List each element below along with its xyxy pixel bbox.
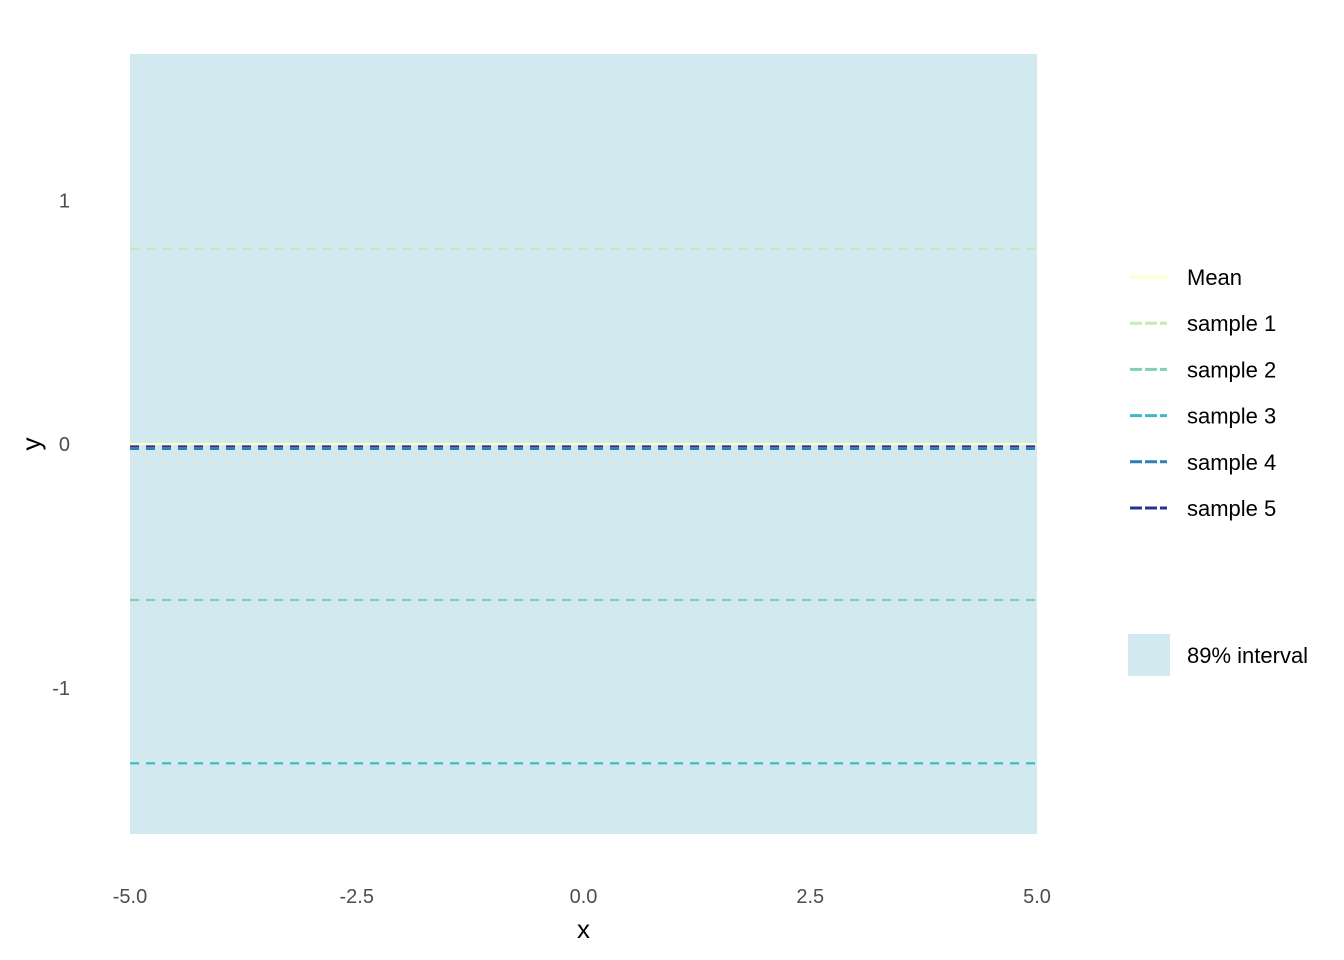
x-tick-label: 5.0 <box>1023 886 1051 908</box>
x-tick-label: 2.5 <box>796 886 824 908</box>
plot-area <box>130 54 1037 834</box>
series-lines <box>130 247 1037 765</box>
legend-key-interval <box>1128 634 1170 676</box>
y-tick-label: 0 <box>59 434 70 456</box>
x-tick-label: 0.0 <box>570 886 598 908</box>
y-tick-label: -1 <box>52 678 70 700</box>
legend-band-group: 89% interval <box>1128 634 1308 676</box>
x-axis-ticks: -5.0 -2.5 0.0 2.5 5.0 <box>113 886 1051 908</box>
legend-label-sample-5: sample 5 <box>1187 496 1276 521</box>
x-tick-label: -2.5 <box>340 886 374 908</box>
legend-label-sample-4: sample 4 <box>1187 450 1276 475</box>
legend-label-sample-3: sample 3 <box>1187 404 1276 429</box>
y-tick-label: 1 <box>59 190 70 212</box>
y-axis-ticks: 1 0 -1 <box>52 190 70 700</box>
x-tick-label: -5.0 <box>113 886 147 908</box>
legend: Mean sample 1 sample 2 sample 3 sample 4 samp… <box>1128 265 1308 676</box>
legend-label-sample-2: sample 2 <box>1187 357 1276 382</box>
legend-label-interval: 89% interval <box>1187 643 1308 668</box>
legend-label-sample-1: sample 1 <box>1187 311 1276 336</box>
y-axis-title: y <box>16 438 46 451</box>
legend-lines-group: Mean sample 1 sample 2 sample 3 sample 4 samp… <box>1130 265 1276 521</box>
x-axis-title: x <box>577 914 590 944</box>
legend-label-mean: Mean <box>1187 265 1242 290</box>
